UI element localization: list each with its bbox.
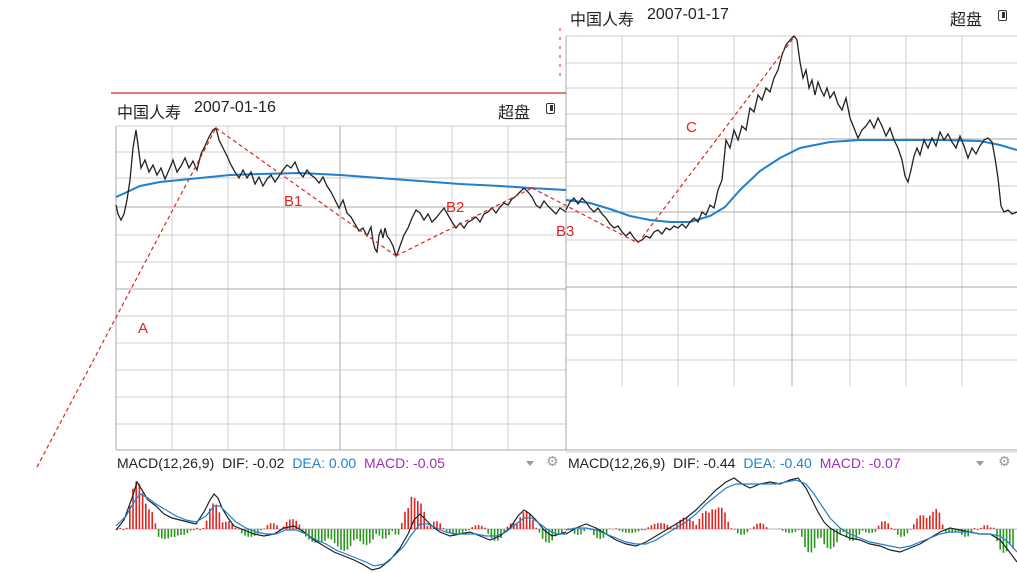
right-dea-line bbox=[565, 479, 1017, 553]
right-price-line bbox=[565, 35, 1017, 243]
left-chart-date: 2007-01-16 bbox=[194, 99, 276, 116]
left-macd-header: MACD(12,26,9) DIF: -0.02 DEA: 0.00 MACD:… bbox=[117, 455, 445, 471]
wave-label-b1: B1 bbox=[284, 193, 303, 210]
right-price-grid-major bbox=[565, 36, 1017, 450]
left-price-grid bbox=[116, 125, 566, 450]
right-dif-line bbox=[565, 477, 1017, 563]
settings-icon[interactable]: ⚙ bbox=[546, 454, 559, 470]
dif-label: DIF: bbox=[673, 455, 700, 471]
right-macd-header: MACD(12,26,9) DIF: -0.44 DEA: -0.40 MACD… bbox=[568, 455, 901, 471]
layout-toggle-icon[interactable] bbox=[998, 10, 1007, 21]
left-dif-line bbox=[115, 480, 567, 571]
wave-label-b2: B2 bbox=[446, 199, 465, 216]
left-average-line bbox=[115, 171, 567, 198]
wave-annotation-lines bbox=[36, 35, 796, 468]
dea-value: -0.40 bbox=[779, 455, 812, 471]
macd-histogram bbox=[116, 481, 1014, 553]
macd-label: MACD: bbox=[819, 455, 865, 471]
right-chart-date: 2007-01-17 bbox=[647, 6, 729, 23]
left-stock-name: 中国人寿 bbox=[117, 105, 182, 122]
left-price-grid-major bbox=[115, 126, 566, 450]
right-overlay-button[interactable]: 超盘 bbox=[950, 12, 983, 29]
dif-value: -0.02 bbox=[252, 455, 285, 471]
layout-toggle-icon[interactable] bbox=[546, 103, 555, 114]
caret-down-icon[interactable] bbox=[976, 461, 984, 466]
right-stock-name: 中国人寿 bbox=[570, 12, 635, 29]
left-dea-line bbox=[115, 493, 566, 567]
dea-label: DEA: bbox=[743, 455, 776, 471]
dea-value: 0.00 bbox=[328, 455, 357, 471]
left-price-line bbox=[115, 126, 567, 258]
macd-params: MACD(12,26,9) bbox=[568, 455, 666, 471]
macd-label: MACD: bbox=[364, 455, 410, 471]
wave-label-c: C bbox=[686, 119, 697, 136]
macd-params: MACD(12,26,9) bbox=[117, 455, 215, 471]
dif-label: DIF: bbox=[222, 455, 249, 471]
settings-icon[interactable]: ⚙ bbox=[998, 454, 1011, 470]
macd-value: -0.05 bbox=[413, 455, 445, 471]
caret-down-icon[interactable] bbox=[526, 461, 534, 466]
dea-label: DEA: bbox=[292, 455, 325, 471]
dif-value: -0.44 bbox=[703, 455, 736, 471]
wave-label-b3: B3 bbox=[556, 223, 575, 240]
wave-label-a: A bbox=[138, 320, 149, 337]
left-chart-panel bbox=[116, 94, 566, 573]
left-overlay-button[interactable]: 超盘 bbox=[498, 105, 531, 122]
macd-value: -0.07 bbox=[868, 455, 901, 471]
